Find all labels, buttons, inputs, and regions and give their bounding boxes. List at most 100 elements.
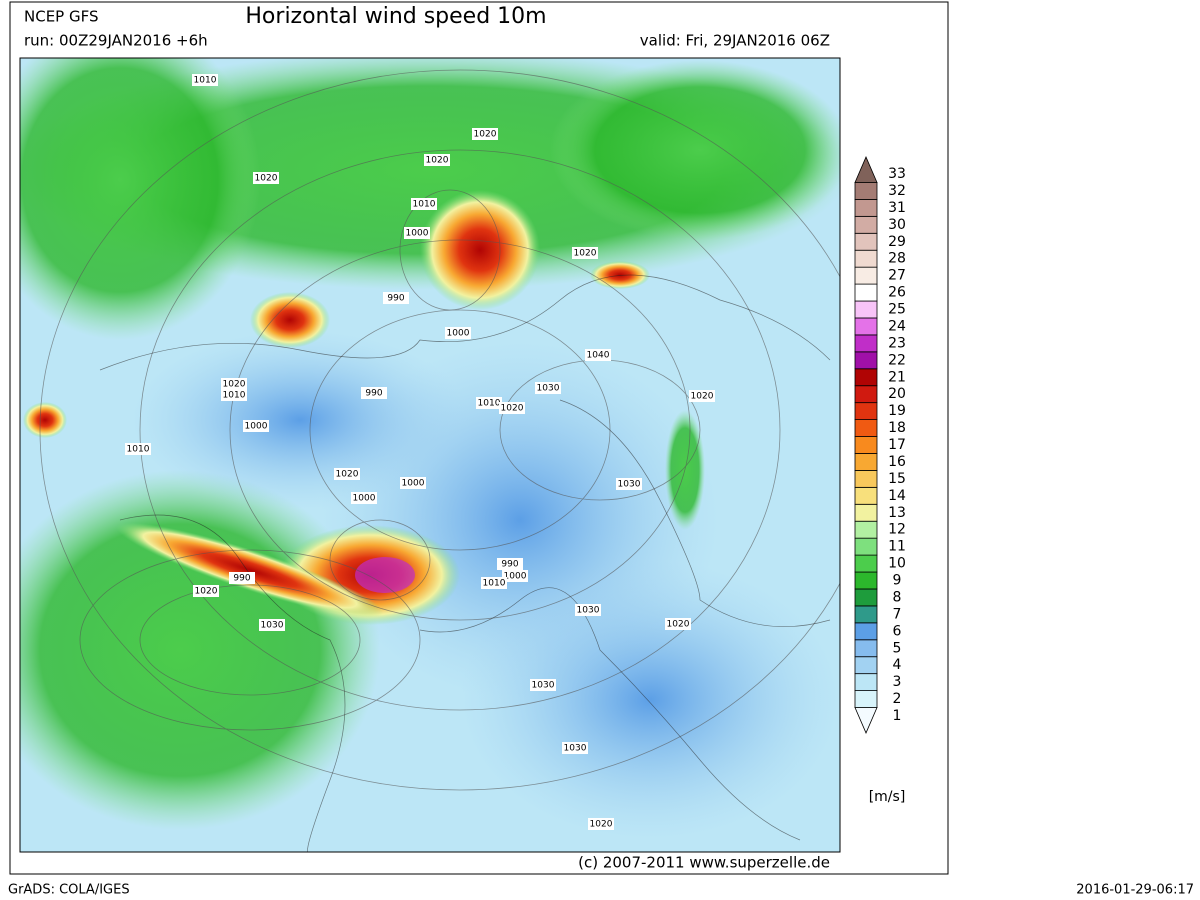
legend-swatch xyxy=(854,385,878,404)
legend-label: 24 xyxy=(888,318,906,334)
legend-label: 9 xyxy=(893,573,902,589)
isobar-label: 1000 xyxy=(353,494,376,504)
isobar-label: 990 xyxy=(501,560,518,570)
legend-swatch xyxy=(854,656,878,675)
legend-swatch xyxy=(854,182,878,200)
legend-label: 19 xyxy=(888,403,906,419)
isobar-label-bg xyxy=(361,387,387,399)
isobar-label-bg xyxy=(259,619,285,631)
isobar-label: 1020 xyxy=(501,404,524,414)
legend-swatch xyxy=(854,351,878,370)
isobar-label: 1020 xyxy=(574,249,597,259)
isobar-label: 1030 xyxy=(618,480,641,490)
isobar-label-bg xyxy=(665,618,691,630)
legend-label: 10 xyxy=(888,556,906,572)
model-name: NCEP GFS xyxy=(24,8,99,26)
software-credit: GrADS: COLA/IGES xyxy=(8,883,130,898)
legend-label: 1 xyxy=(893,708,902,724)
legend-label: 18 xyxy=(888,420,906,436)
isobar-label-bg xyxy=(383,292,409,304)
legend-swatch xyxy=(854,317,878,336)
isobar-label-bg xyxy=(229,572,255,584)
legend-swatch xyxy=(854,232,878,251)
legend-label: 27 xyxy=(888,268,906,284)
legend-label: 26 xyxy=(888,285,906,301)
isobar-label: 1000 xyxy=(406,229,429,239)
legend-label: 25 xyxy=(888,302,906,318)
legend-label: 32 xyxy=(888,183,906,199)
legend-swatch xyxy=(854,283,878,302)
isobar-label: 1020 xyxy=(255,174,278,184)
legend-label: 4 xyxy=(893,657,902,673)
isobar-label: 990 xyxy=(365,389,382,399)
isobar-label-bg xyxy=(193,585,219,597)
isobar-label-bg xyxy=(502,570,528,582)
legend-swatch xyxy=(854,690,878,708)
legend-label: 30 xyxy=(888,217,906,233)
isobar-label: 1030 xyxy=(261,621,284,631)
isobar-label: 1000 xyxy=(504,572,527,582)
legend-label: 16 xyxy=(888,454,906,470)
isobar-label: 990 xyxy=(233,574,250,584)
isobar-label-bg xyxy=(424,154,450,166)
legend-swatch xyxy=(854,673,878,691)
legend-swatch xyxy=(854,537,878,556)
map-title: Horizontal wind speed 10m xyxy=(245,4,546,29)
legend-swatch xyxy=(854,402,878,420)
legend-label: 13 xyxy=(888,505,906,521)
isobar-label: 1020 xyxy=(667,620,690,630)
legend-label: 5 xyxy=(893,640,902,656)
isobar-label-bg xyxy=(411,198,437,210)
isobar-label-bg xyxy=(445,327,471,339)
isobar-label: 1020 xyxy=(691,392,714,402)
run-label: run: 00Z29JAN2016 +6h xyxy=(24,32,208,50)
legend-label: 7 xyxy=(893,606,902,622)
legend-label: 31 xyxy=(888,200,906,216)
isobar-label: 1030 xyxy=(537,384,560,394)
isobar-label: 1000 xyxy=(245,422,268,432)
isobar-label: 1030 xyxy=(532,681,555,691)
isobar-label-bg xyxy=(253,172,279,184)
legend-unit: [m/s] xyxy=(869,789,906,805)
legend-label: 15 xyxy=(888,471,906,487)
isobar-label-bg xyxy=(572,247,598,259)
isobar-label-bg xyxy=(481,577,507,589)
legend-label: 14 xyxy=(888,488,906,504)
isobar-label: 1020 xyxy=(426,156,449,166)
legend-label: 22 xyxy=(888,352,906,368)
isobar-label: 1030 xyxy=(564,744,587,754)
frame xyxy=(9,1,949,875)
isobar-label-bg xyxy=(530,679,556,691)
legend-swatch xyxy=(854,156,878,183)
legend-label: 21 xyxy=(888,369,906,385)
isobar-label-bg xyxy=(588,818,614,830)
isobar-label: 1020 xyxy=(223,380,246,390)
isobar-label: 1000 xyxy=(447,329,470,339)
isobar-label: 990 xyxy=(387,294,404,304)
legend-label: 28 xyxy=(888,251,906,267)
valid-label: valid: Fri, 29JAN2016 06Z xyxy=(640,32,830,50)
isobar-label: 1010 xyxy=(478,399,501,409)
legend-label: 6 xyxy=(893,623,902,639)
isobar-label-bg xyxy=(562,742,588,754)
legend-swatch xyxy=(854,453,878,471)
legend-swatch xyxy=(854,554,878,573)
isobar-label-bg xyxy=(499,402,525,414)
legend-swatch xyxy=(854,368,878,387)
isobar-label-bg xyxy=(476,397,502,409)
legend-swatch xyxy=(854,503,878,522)
isobar-label: 1010 xyxy=(483,579,506,589)
legend-label: 12 xyxy=(888,522,906,538)
legend-swatch xyxy=(854,707,878,734)
isobar-label: 1010 xyxy=(223,391,246,401)
legend-label: 11 xyxy=(888,539,906,555)
legend-label: 17 xyxy=(888,437,906,453)
isobar-label: 1010 xyxy=(194,76,217,86)
isobar-label: 1020 xyxy=(590,820,613,830)
isobar-label-bg xyxy=(221,378,247,390)
isobar-label-bg xyxy=(125,443,151,455)
legend-swatch xyxy=(854,639,878,658)
isobar-label: 1000 xyxy=(402,479,425,489)
legend-swatch xyxy=(854,215,878,234)
